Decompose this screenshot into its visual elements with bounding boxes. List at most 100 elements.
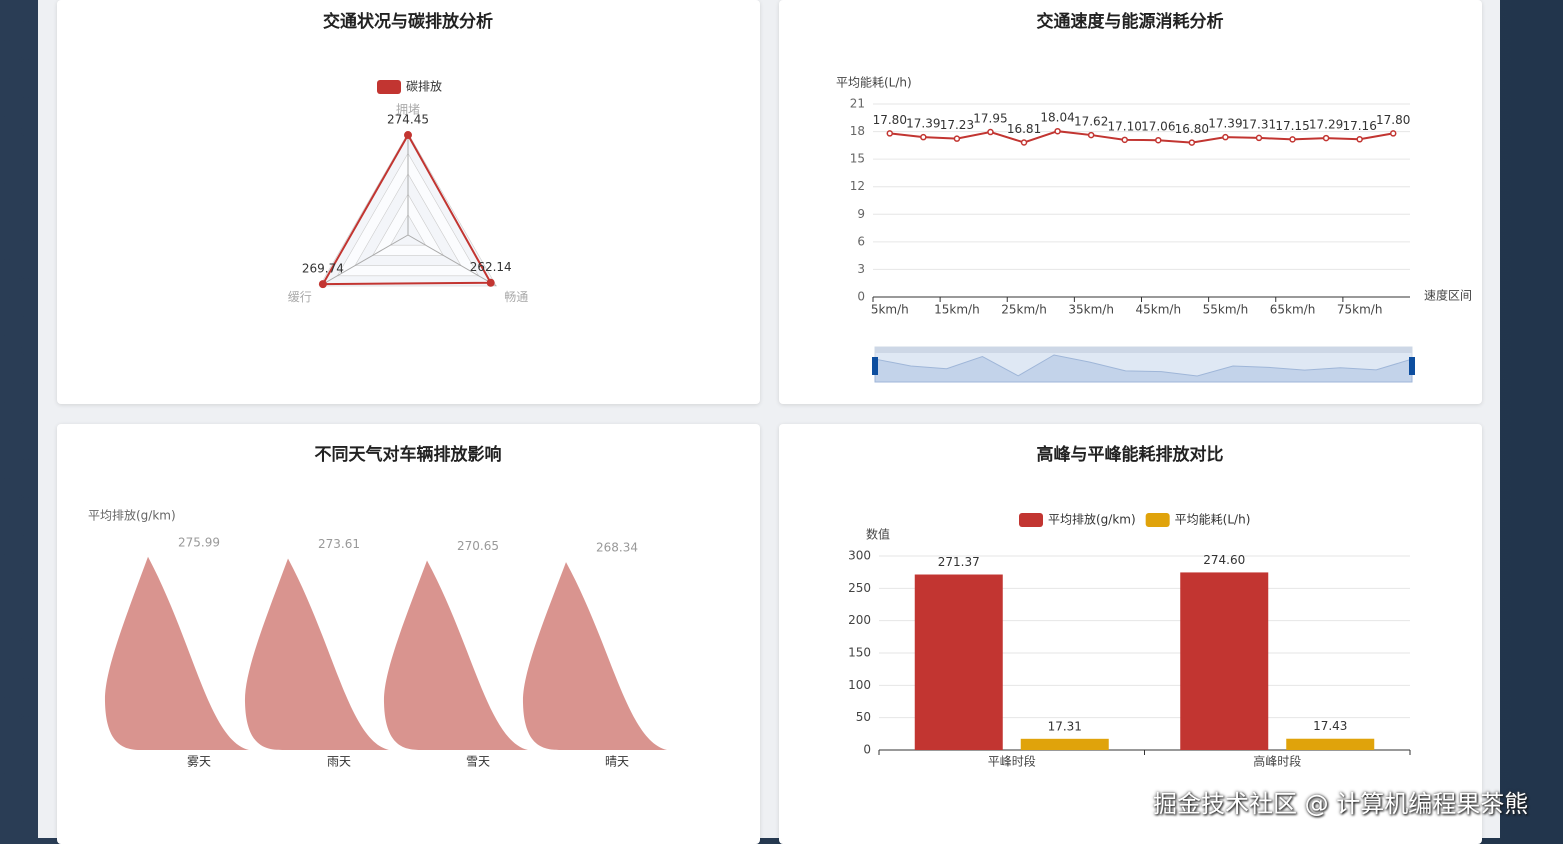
y-tick-label: 18 (850, 124, 865, 138)
value-label: 17.10 (1108, 119, 1142, 133)
value-label: 17.39 (906, 117, 940, 131)
x-tick-label: 15km/h (934, 303, 980, 317)
x-tick-label: 75km/h (1337, 303, 1383, 317)
zoom-handle[interactable] (1409, 357, 1415, 375)
value-label: 269.74 (302, 262, 344, 276)
x-tick-label: 5km/h (871, 303, 909, 317)
value-label: 17.95 (973, 112, 1007, 126)
y-tick-label: 150 (848, 646, 871, 660)
value-label: 17.39 (1208, 117, 1242, 131)
point (1289, 136, 1296, 143)
peak (104, 556, 249, 750)
radar-area (321, 132, 493, 286)
peak (244, 558, 389, 750)
value-label: 17.31 (1242, 117, 1276, 131)
legend-label: 碳排放 (406, 79, 442, 94)
x-tick-label: 雾天 (187, 755, 211, 769)
indicator-label: 畅通 (504, 290, 528, 304)
value-label: 17.80 (1376, 113, 1410, 127)
x-tick-label: 雪天 (466, 755, 490, 769)
point (920, 133, 927, 141)
value-label: 262.14 (470, 260, 512, 274)
y-tick-label: 300 (848, 549, 871, 563)
x-tick-label: 45km/h (1136, 303, 1182, 317)
point (1020, 139, 1028, 146)
x-tick-label: 晴天 (605, 755, 629, 769)
value-label: 275.99 (178, 535, 220, 549)
point (953, 135, 961, 142)
y-axis-name: 数值 (866, 527, 890, 542)
x-tick-label: 55km/h (1203, 303, 1249, 317)
point (1222, 133, 1229, 141)
point (1255, 134, 1263, 142)
radar-axis (407, 234, 497, 287)
value-label: 17.62 (1074, 115, 1108, 129)
y-tick-label: 6 (857, 234, 865, 248)
point (987, 128, 994, 136)
radar-point (318, 280, 327, 289)
legend-swatch[interactable] (1145, 513, 1170, 527)
value-label: 271.37 (938, 555, 980, 569)
y-tick-label: 250 (848, 581, 871, 595)
x-tick-label: 65km/h (1270, 303, 1316, 317)
value-label: 17.06 (1141, 120, 1175, 134)
chart: 不同天气对车辆排放影响 平均排放(g/km)275.99 雾天 273.61 雨天 27… (88, 444, 667, 769)
y-axis-name: 平均能耗(L/h) (836, 76, 912, 90)
chart: 交通速度与能源消耗分析 0 3 6 9 12 15 18 21 5km/h 15km/h 25km/… (836, 11, 1472, 383)
x-axis-name: 速度区间 (1424, 288, 1472, 303)
legend-swatch[interactable] (1019, 513, 1043, 527)
value-label: 17.15 (1275, 119, 1309, 133)
point (1155, 136, 1162, 144)
value-label: 16.80 (1175, 122, 1209, 136)
line (889, 130, 1394, 144)
card: 交通状况与碳排放分析 拥堵 畅通 缓行 274.45 262.14 269.74 碳排放 (57, 0, 760, 404)
point (1087, 131, 1095, 139)
value-label: 16.81 (1007, 122, 1041, 136)
value-label: 17.23 (940, 118, 974, 132)
y-tick-label: 12 (850, 179, 865, 193)
peak (522, 562, 667, 750)
radar-point (404, 131, 412, 140)
radar-axis (319, 234, 409, 287)
legend-label[interactable]: 平均排放(g/km) (1048, 512, 1136, 527)
bar (914, 574, 1003, 750)
x-tick-label: 雨天 (327, 755, 351, 769)
point (1322, 134, 1330, 142)
y-tick-label: 0 (863, 743, 871, 757)
peak (383, 560, 528, 750)
y-tick-label: 200 (848, 613, 871, 627)
radar-point (486, 278, 495, 287)
legend-label[interactable]: 平均能耗(L/h) (1175, 513, 1251, 527)
card: 交通速度与能源消耗分析 0 3 6 9 12 15 18 21 5km/h 15km/h 25km/… (779, 0, 1482, 404)
y-tick-label: 0 (857, 290, 865, 304)
card: 高峰与平峰能耗排放对比 0 50 100 150 200 250 300 数值 平峰时段 高峰时段… (779, 424, 1482, 844)
point (1356, 136, 1363, 143)
y-tick-label: 15 (850, 152, 865, 166)
point (1389, 130, 1397, 137)
value-label: 274.60 (1203, 553, 1245, 567)
bar (1180, 572, 1269, 750)
y-tick-label: 3 (857, 262, 865, 276)
indicator-label: 拥堵 (396, 103, 420, 117)
value-label: 274.45 (387, 113, 429, 127)
value-label: 17.31 (1048, 719, 1082, 733)
indicator-label: 缓行 (288, 290, 312, 304)
chart-title: 交通速度与能源消耗分析 (1037, 11, 1224, 32)
point (1188, 139, 1196, 146)
y-axis-name: 平均排放(g/km) (88, 508, 176, 523)
x-tick-label: 25km/h (1001, 303, 1047, 317)
bar (1286, 738, 1375, 750)
zoom-handle[interactable] (872, 357, 878, 375)
x-tick-label: 35km/h (1068, 303, 1114, 317)
y-tick-label: 100 (848, 678, 871, 692)
chart-title: 不同天气对车辆排放影响 (315, 444, 502, 465)
value-label: 17.29 (1309, 118, 1343, 132)
y-tick-label: 21 (850, 97, 865, 111)
value-label: 17.80 (873, 113, 907, 127)
dashboard: 交通状况与碳排放分析 拥堵 畅通 缓行 274.45 262.14 269.74 碳排放 交… (38, 0, 1500, 844)
x-tick-label: 平峰时段 (988, 754, 1036, 769)
legend-swatch (377, 80, 401, 94)
